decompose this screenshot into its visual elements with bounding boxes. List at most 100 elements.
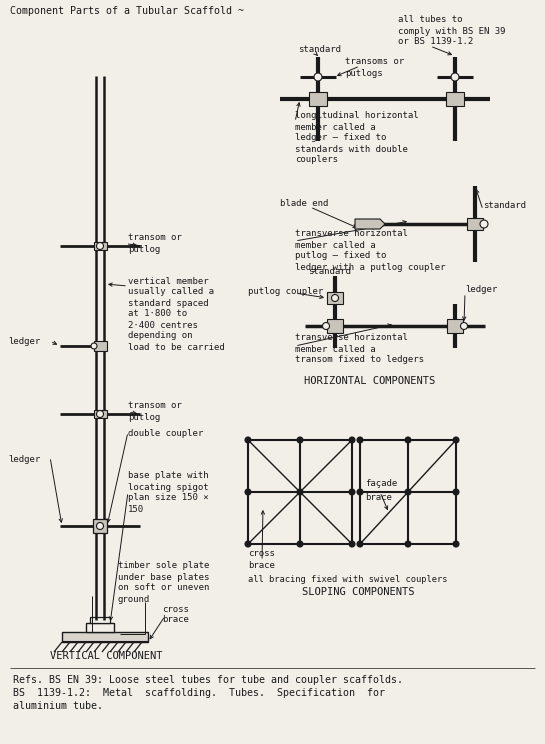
- Text: transverse horizontal: transverse horizontal: [295, 333, 408, 342]
- Text: all tubes to: all tubes to: [398, 16, 463, 25]
- Text: under base plates: under base plates: [118, 572, 209, 582]
- Text: brace: brace: [365, 493, 392, 501]
- Circle shape: [96, 522, 104, 530]
- Text: aluminium tube.: aluminium tube.: [13, 701, 103, 711]
- Text: member called a: member called a: [295, 240, 376, 249]
- Circle shape: [357, 489, 363, 495]
- Text: putlog – fixed to: putlog – fixed to: [295, 251, 386, 260]
- Text: load to be carried: load to be carried: [128, 342, 225, 351]
- Text: standard spaced: standard spaced: [128, 298, 209, 307]
- Bar: [309, 92, 327, 106]
- Text: locating spigot: locating spigot: [128, 483, 209, 492]
- Circle shape: [453, 541, 459, 547]
- Text: plan size 150 ×: plan size 150 ×: [128, 493, 209, 502]
- Text: standard: standard: [308, 268, 352, 277]
- Circle shape: [297, 541, 303, 547]
- Text: couplers: couplers: [295, 155, 338, 164]
- Text: standards with double: standards with double: [295, 144, 408, 153]
- Text: 150: 150: [128, 504, 144, 513]
- Circle shape: [357, 437, 363, 443]
- Bar: [62, 632, 148, 642]
- Bar: [446, 92, 464, 106]
- Text: usually called a: usually called a: [128, 287, 214, 297]
- Circle shape: [453, 489, 459, 495]
- Text: ledger – fixed to: ledger – fixed to: [295, 133, 386, 143]
- Text: comply with BS EN 39: comply with BS EN 39: [398, 27, 506, 36]
- Text: ledger: ledger: [8, 336, 40, 345]
- Circle shape: [91, 343, 97, 349]
- Circle shape: [297, 489, 303, 495]
- Bar: [94, 242, 107, 250]
- Bar: [94, 410, 107, 418]
- Circle shape: [314, 73, 322, 81]
- Circle shape: [405, 541, 411, 547]
- Text: putlog: putlog: [128, 412, 160, 422]
- Text: standard: standard: [298, 45, 341, 54]
- Text: longitudinal horizontal: longitudinal horizontal: [295, 112, 419, 121]
- Text: putlog coupler: putlog coupler: [248, 286, 323, 295]
- Text: transverse horizontal: transverse horizontal: [295, 229, 408, 239]
- Text: on soft or uneven: on soft or uneven: [118, 583, 209, 592]
- Text: timber sole plate: timber sole plate: [118, 562, 209, 571]
- Polygon shape: [355, 219, 385, 229]
- Bar: [327, 292, 343, 304]
- Circle shape: [461, 322, 468, 330]
- Circle shape: [451, 73, 459, 81]
- Circle shape: [405, 489, 411, 495]
- Text: or BS 1139-1.2: or BS 1139-1.2: [398, 37, 473, 46]
- Circle shape: [323, 322, 330, 330]
- Bar: [94, 341, 107, 351]
- Bar: [90, 617, 110, 623]
- Text: cross: cross: [162, 604, 189, 614]
- Text: vertical member: vertical member: [128, 277, 209, 286]
- Circle shape: [245, 489, 251, 495]
- Text: double coupler: double coupler: [128, 429, 203, 438]
- Text: HORIZONTAL COMPONENTS: HORIZONTAL COMPONENTS: [304, 376, 435, 386]
- Circle shape: [96, 243, 104, 249]
- Circle shape: [245, 437, 251, 443]
- Bar: [467, 218, 483, 230]
- Bar: [93, 519, 107, 533]
- Circle shape: [480, 220, 488, 228]
- Text: putlog: putlog: [128, 245, 160, 254]
- Circle shape: [453, 437, 459, 443]
- Text: ground: ground: [118, 594, 150, 603]
- Text: transom or: transom or: [128, 234, 181, 243]
- Text: standard: standard: [483, 202, 526, 211]
- Text: ledger: ledger: [8, 455, 40, 464]
- Text: base plate with: base plate with: [128, 472, 209, 481]
- Text: cross: cross: [248, 550, 275, 559]
- Text: ledger: ledger: [465, 284, 497, 293]
- Bar: [86, 623, 114, 632]
- Circle shape: [349, 437, 355, 443]
- Circle shape: [357, 541, 363, 547]
- Text: transom fixed to ledgers: transom fixed to ledgers: [295, 356, 424, 365]
- Text: Component Parts of a Tubular Scaffold ~: Component Parts of a Tubular Scaffold ~: [10, 6, 244, 16]
- Circle shape: [96, 411, 104, 417]
- Circle shape: [349, 541, 355, 547]
- Text: Refs. BS EN 39: Loose steel tubes for tube and coupler scaffolds.: Refs. BS EN 39: Loose steel tubes for tu…: [13, 675, 403, 685]
- Text: 2·400 centres: 2·400 centres: [128, 321, 198, 330]
- Circle shape: [297, 437, 303, 443]
- Circle shape: [349, 489, 355, 495]
- Text: transoms or: transoms or: [345, 57, 404, 66]
- Circle shape: [331, 295, 338, 301]
- Text: at 1·800 to: at 1·800 to: [128, 310, 187, 318]
- Circle shape: [405, 437, 411, 443]
- Text: member called a: member called a: [295, 344, 376, 353]
- Text: all bracing fixed with swivel couplers: all bracing fixed with swivel couplers: [248, 576, 447, 585]
- Bar: [447, 319, 463, 333]
- Bar: [327, 319, 343, 333]
- Circle shape: [245, 541, 251, 547]
- Text: putlogs: putlogs: [345, 68, 383, 77]
- Text: ledger with a putlog coupler: ledger with a putlog coupler: [295, 263, 445, 272]
- Text: member called a: member called a: [295, 123, 376, 132]
- Text: depending on: depending on: [128, 332, 192, 341]
- Text: façade: façade: [365, 479, 397, 489]
- Text: blade end: blade end: [280, 199, 329, 208]
- Text: BS  1139-1.2:  Metal  scaffolding.  Tubes.  Specification  for: BS 1139-1.2: Metal scaffolding. Tubes. S…: [13, 688, 385, 698]
- Text: transom or: transom or: [128, 402, 181, 411]
- Text: brace: brace: [162, 615, 189, 624]
- Text: brace: brace: [248, 560, 275, 569]
- Text: VERTICAL COMPONENT: VERTICAL COMPONENT: [50, 651, 162, 661]
